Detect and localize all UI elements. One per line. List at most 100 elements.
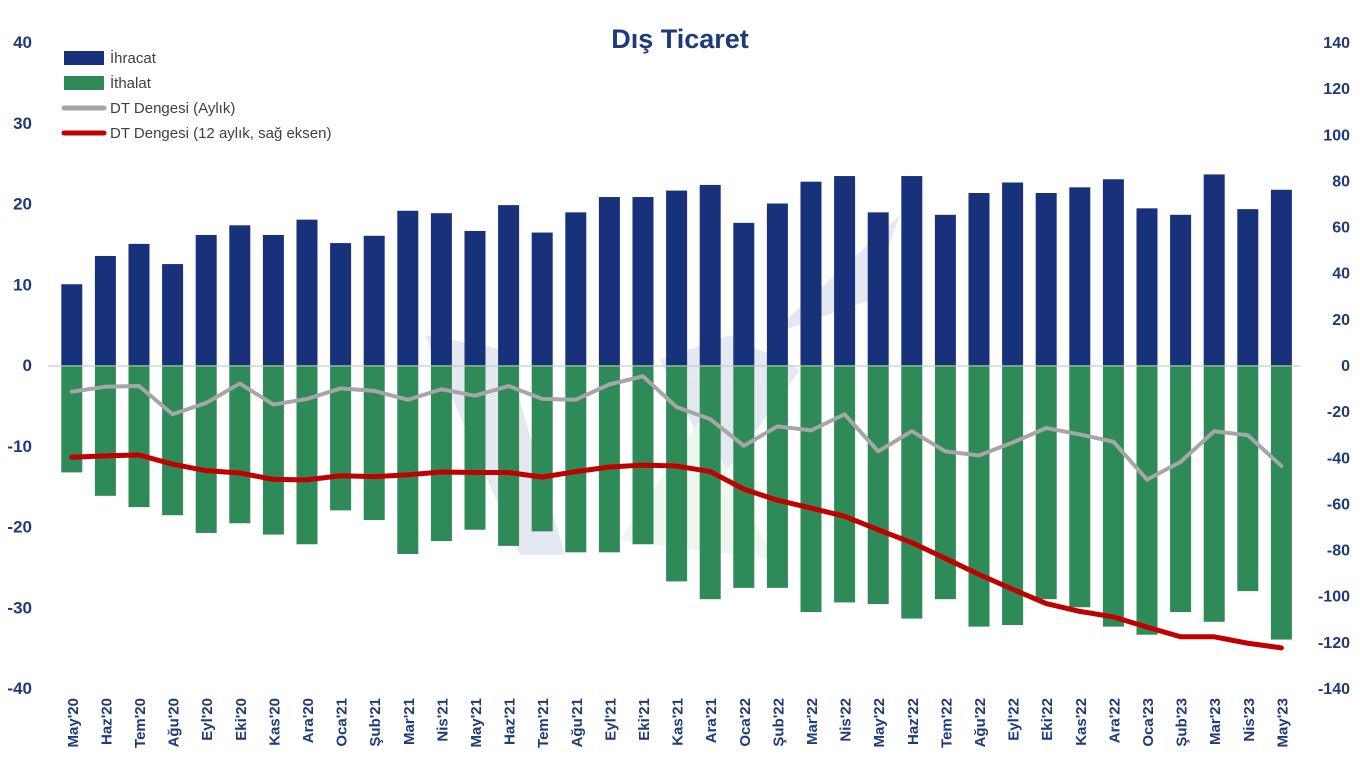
x-tick-label: Haz'20 [98, 698, 115, 745]
x-tick-label: Nis'22 [838, 698, 855, 742]
x-tick-label: Eyl'20 [199, 698, 216, 741]
import-bar [498, 365, 520, 546]
x-tick-label: Kas'20 [266, 698, 283, 746]
export-bar [1136, 208, 1158, 365]
export-bar [901, 176, 923, 365]
export-bar [800, 181, 822, 365]
legend-label: DT Dengesi (Aylık) [110, 100, 235, 117]
legend: İhracat İthalat DT Dengesi (Aylık) DT Denge… [61, 49, 332, 142]
legend-label: İthalat [110, 74, 152, 92]
trade-balance-12m-line [69, 452, 1284, 651]
import-bar [1237, 365, 1259, 592]
right-tick-label: 100 [1323, 127, 1350, 144]
import-bar [1170, 365, 1192, 613]
import-bar [397, 365, 419, 554]
x-tick-label: Ağu'20 [166, 698, 183, 747]
export-bar [162, 264, 184, 365]
export-bar [531, 232, 553, 365]
import-bar [598, 365, 620, 553]
export-bar [934, 214, 956, 365]
left-y-axis: 40 30 20 10 0 -10 -20 -30 -40 [7, 33, 32, 698]
x-tick-label: Eki'21 [636, 698, 653, 741]
right-tick-label: 140 [1323, 35, 1350, 52]
export-bar [498, 205, 520, 365]
x-tick-label: Kas'22 [1073, 698, 1090, 746]
export-bar [1035, 193, 1057, 365]
trade-balance-monthly-line [69, 374, 1284, 482]
legend-swatch-bar [64, 51, 104, 65]
export-bar [397, 210, 419, 365]
right-tick-label: -140 [1318, 681, 1350, 698]
import-bar [834, 365, 856, 603]
x-tick-label: Ara'22 [1106, 698, 1123, 743]
export-bar [834, 176, 856, 365]
import-bar [934, 365, 956, 600]
right-tick-label: -40 [1327, 450, 1350, 467]
right-tick-label: -120 [1318, 635, 1350, 652]
right-tick-label: 20 [1332, 312, 1350, 329]
import-bar [363, 365, 385, 521]
export-bar [766, 203, 788, 365]
x-tick-label: Ara'21 [703, 698, 720, 743]
x-axis: May'20 Haz'20 Tem'20 Ağu'20 Eyl'20 Eki'20 Kas'… [65, 698, 1292, 748]
import-bar [1035, 365, 1057, 600]
x-tick-label: Mar'22 [804, 698, 821, 745]
x-tick-label: May'21 [468, 698, 485, 747]
import-bar [867, 365, 889, 605]
import-bar [699, 365, 721, 600]
x-tick-label: Eki'22 [1039, 698, 1056, 741]
export-bar [330, 243, 352, 365]
x-tick-label: Ara'20 [300, 698, 317, 743]
x-tick-label: Şub'23 [1174, 698, 1191, 747]
export-bar [565, 212, 587, 365]
export-bar [1203, 174, 1225, 365]
import-bar [666, 365, 688, 582]
x-tick-label: Oca'23 [1140, 698, 1157, 747]
x-tick-label: Nis'21 [434, 698, 451, 742]
x-tick-label: May'22 [871, 698, 888, 747]
right-tick-label: 60 [1332, 220, 1350, 237]
export-bar [128, 243, 150, 365]
export-bar [699, 184, 721, 365]
export-bar [1170, 214, 1192, 365]
export-bar [195, 234, 217, 365]
x-tick-label: May'23 [1274, 698, 1291, 747]
right-tick-label: 40 [1332, 266, 1350, 283]
export-bar [464, 230, 486, 365]
right-tick-label: -80 [1327, 543, 1350, 560]
x-tick-label: Mar'23 [1207, 698, 1224, 745]
left-tick-label: 10 [13, 275, 32, 294]
import-bar [195, 365, 217, 533]
export-bar [229, 225, 251, 365]
import-bar [968, 365, 990, 627]
x-tick-label: Ağu'21 [569, 698, 586, 747]
x-tick-label: Eyl'21 [602, 698, 619, 741]
legend-swatch-bar [64, 76, 104, 90]
import-bar [296, 365, 318, 545]
export-bar [262, 234, 284, 365]
export-bar [61, 284, 83, 365]
import-bar [1203, 365, 1225, 622]
left-tick-label: 40 [13, 33, 32, 52]
x-tick-label: May'20 [65, 698, 82, 747]
export-bar [1069, 187, 1091, 365]
import-bar [162, 365, 184, 516]
export-bar [94, 255, 116, 365]
export-bar [1102, 179, 1124, 365]
import-bar [901, 365, 923, 619]
import-bar [262, 365, 284, 535]
import-bar [1069, 365, 1091, 608]
left-tick-label: -40 [7, 679, 32, 698]
x-tick-label: Oca'22 [737, 698, 754, 747]
left-tick-label: -20 [7, 518, 32, 537]
import-bar [128, 365, 150, 508]
export-bar [632, 197, 654, 365]
x-tick-label: Mar'21 [401, 698, 418, 745]
x-tick-label: Şub'21 [367, 698, 384, 747]
right-tick-label: 120 [1323, 81, 1350, 98]
export-bar [1270, 189, 1292, 365]
x-tick-label: Ağu'22 [972, 698, 989, 747]
x-tick-label: Kas'21 [670, 698, 687, 746]
export-bar [968, 193, 990, 365]
